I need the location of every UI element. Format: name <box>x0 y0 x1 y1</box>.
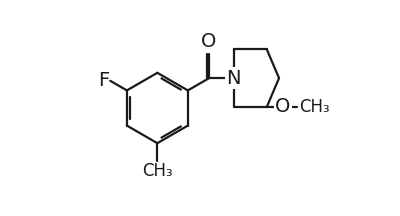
Text: CH₃: CH₃ <box>142 162 173 180</box>
Text: F: F <box>98 71 109 90</box>
Text: O: O <box>201 32 217 51</box>
Text: CH₃: CH₃ <box>299 98 330 116</box>
Text: N: N <box>226 69 241 88</box>
Text: O: O <box>275 97 290 116</box>
